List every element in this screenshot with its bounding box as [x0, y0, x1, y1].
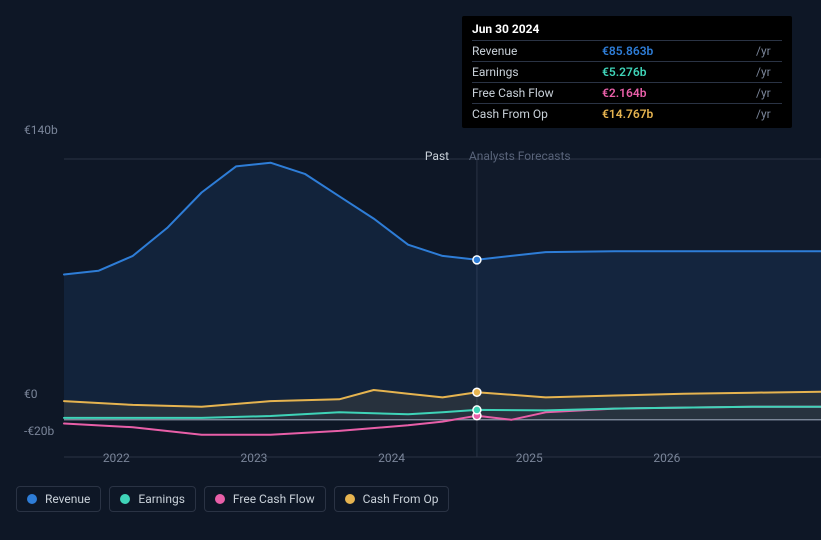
tooltip-row-unit: /yr [752, 41, 782, 62]
y-label-n20: -€20b [24, 424, 54, 438]
tooltip-row-label: Free Cash Flow [472, 83, 592, 104]
tooltip-row: Free Cash Flow€2.164b/yr [472, 83, 782, 104]
tooltip-row-unit: /yr [752, 62, 782, 83]
legend-item-cash_from_op[interactable]: Cash From Op [334, 486, 450, 512]
tooltip-row-label: Cash From Op [472, 104, 592, 125]
legend-item-revenue[interactable]: Revenue [16, 486, 101, 512]
legend-swatch-icon [27, 494, 37, 504]
past-label: Past [425, 149, 449, 163]
legend-swatch-icon [215, 494, 225, 504]
x-label-2024: 2024 [378, 451, 405, 465]
tooltip-row-value: €85.863b [592, 41, 752, 62]
tooltip-row-value: €2.164b [592, 83, 752, 104]
tooltip-row-unit: /yr [752, 83, 782, 104]
legend-label: Earnings [138, 492, 185, 506]
tooltip-row: Earnings€5.276b/yr [472, 62, 782, 83]
y-label-140: €140b [24, 123, 58, 137]
legend-item-free_cash_flow[interactable]: Free Cash Flow [204, 486, 326, 512]
tooltip-row-unit: /yr [752, 104, 782, 125]
legend-label: Revenue [45, 492, 90, 506]
x-label-2022: 2022 [103, 451, 130, 465]
tooltip-row-label: Earnings [472, 62, 592, 83]
legend-swatch-icon [120, 494, 130, 504]
legend-swatch-icon [345, 494, 355, 504]
tooltip-title: Jun 30 2024 [472, 22, 782, 40]
legend-label: Free Cash Flow [233, 492, 315, 506]
tooltip-row-value: €14.767b [592, 104, 752, 125]
tooltip-row: Revenue€85.863b/yr [472, 41, 782, 62]
data-tooltip: Jun 30 2024 Revenue€85.863b/yrEarnings€5… [462, 16, 792, 128]
x-label-2025: 2025 [516, 451, 543, 465]
chart-legend: Revenue Earnings Free Cash Flow Cash From O… [16, 486, 449, 512]
y-label-0: €0 [24, 387, 38, 401]
legend-item-earnings[interactable]: Earnings [109, 486, 196, 512]
tooltip-row-label: Revenue [472, 41, 592, 62]
x-label-2026: 2026 [653, 451, 680, 465]
tooltip-row-value: €5.276b [592, 62, 752, 83]
forecast-label: Analysts Forecasts [469, 149, 571, 163]
tooltip-row: Cash From Op€14.767b/yr [472, 104, 782, 125]
x-label-2023: 2023 [240, 451, 267, 465]
legend-label: Cash From Op [363, 492, 439, 506]
